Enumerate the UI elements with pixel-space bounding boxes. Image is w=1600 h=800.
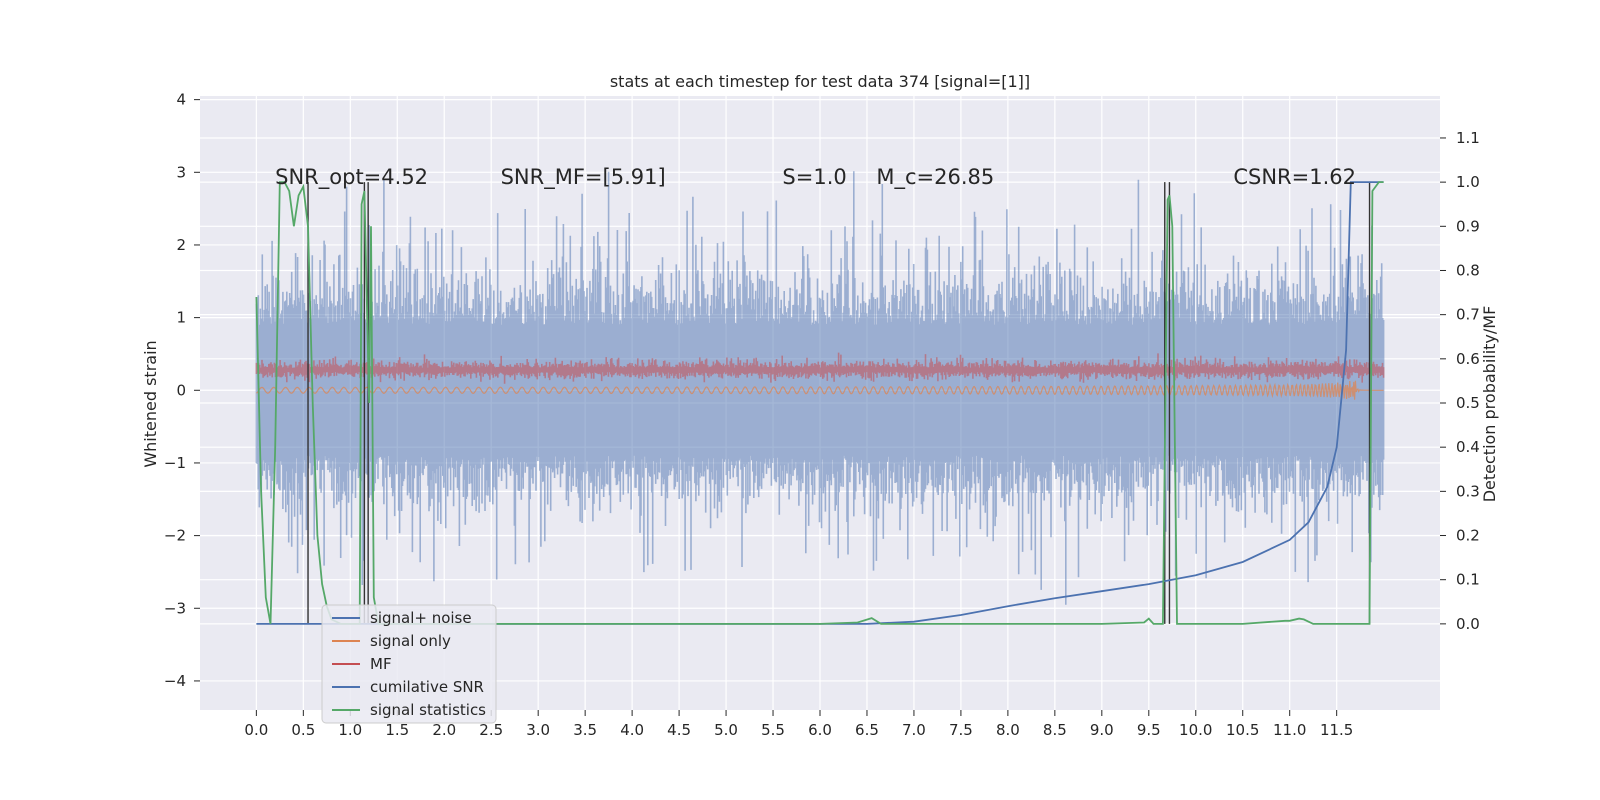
y-axis-label: Whitened strain — [141, 340, 160, 467]
y-tick-label: −2 — [164, 527, 186, 545]
x-tick-label: 3.5 — [573, 721, 597, 739]
y-tick-label: 4 — [176, 91, 186, 109]
annotation-text: SNR_MF=[5.91] — [501, 165, 666, 190]
y-tick-label: 2 — [176, 236, 186, 254]
x-tick-label: 4.5 — [667, 721, 691, 739]
x-tick-label: 0.0 — [244, 721, 268, 739]
x-tick-label: 8.5 — [1043, 721, 1067, 739]
legend-label: signal only — [370, 632, 451, 650]
y2-tick-label: 0.7 — [1456, 306, 1480, 324]
x-tick-label: 3.0 — [526, 721, 550, 739]
series-signal-noise — [255, 171, 1385, 605]
x-tick-label: 5.5 — [761, 721, 785, 739]
chart-title: stats at each timestep for test data 374… — [610, 72, 1030, 91]
x-tick-label: 5.0 — [714, 721, 738, 739]
x-tick-label: 1.5 — [385, 721, 409, 739]
y-tick-label: −1 — [164, 454, 186, 472]
series-layer — [255, 171, 1385, 625]
y2-tick-label: 0.0 — [1456, 615, 1480, 633]
annotation-text: S=1.0 — [782, 165, 846, 189]
y-tick-label: 1 — [176, 309, 186, 327]
series-mf — [255, 352, 1385, 384]
y2-tick-label: 0.1 — [1456, 571, 1480, 589]
y2-tick-label: 0.5 — [1456, 394, 1480, 412]
y2-tick-label: 1.0 — [1456, 173, 1480, 191]
y2-tick-label: 1.1 — [1456, 129, 1480, 147]
legend-label: cumilative SNR — [370, 678, 484, 696]
annotation-text: SNR_opt=4.52 — [275, 165, 428, 190]
x-tick-label: 10.5 — [1226, 721, 1259, 739]
y2-tick-label: 0.8 — [1456, 261, 1480, 279]
x-tick-label: 2.5 — [479, 721, 503, 739]
series-cumulative-snr — [256, 181, 1384, 625]
series-signal-statistics — [255, 181, 1384, 625]
x-tick-label: 6.0 — [808, 721, 832, 739]
legend: signal+ noise signal only MF cumilative SNR… — [321, 604, 497, 724]
y2-tick-label: 0.3 — [1456, 482, 1480, 500]
x-tick-label: 7.5 — [949, 721, 973, 739]
x-tick-label: 0.5 — [291, 721, 315, 739]
x-tick-label: 6.5 — [855, 721, 879, 739]
y-tick-label: −4 — [164, 672, 186, 690]
x-tick-label: 7.0 — [902, 721, 926, 739]
x-tick-label: 11.0 — [1273, 721, 1306, 739]
x-tick-label: 9.0 — [1090, 721, 1114, 739]
y2-axis-label: Detection probability/MF — [1480, 306, 1499, 503]
x-tick-label: 9.5 — [1137, 721, 1161, 739]
x-tick-label: 1.0 — [338, 721, 362, 739]
annotation-text: M_c=26.85 — [876, 165, 994, 190]
x-tick-label: 4.0 — [620, 721, 644, 739]
y-tick-label: −3 — [164, 599, 186, 617]
annotation-text: CSNR=1.62 — [1233, 165, 1356, 189]
y2-tick-label: 0.4 — [1456, 438, 1480, 456]
x-tick-label: 2.0 — [432, 721, 456, 739]
series-signal-only — [256, 380, 1384, 400]
legend-label: MF — [370, 655, 392, 673]
x-tick-label: 10.0 — [1179, 721, 1212, 739]
legend-label: signal+ noise — [370, 609, 472, 627]
x-tick-label: 8.0 — [996, 721, 1020, 739]
y2-tick-label: 0.6 — [1456, 350, 1480, 368]
annotations: SNR_opt=4.52 SNR_MF=[5.91] S=1.0 M_c=26.85 C… — [275, 165, 1356, 190]
legend-box — [321, 604, 497, 724]
y2-tick-label: 0.9 — [1456, 217, 1480, 235]
legend-label: signal statistics — [370, 701, 486, 719]
y-tick-label: 3 — [176, 163, 186, 181]
y2-tick-label: 0.2 — [1456, 527, 1480, 545]
ticks-layer: 0.0 0.5 1.0 1.5 2.0 2.5 3.0 3.5 4.0 4.5 5.0 5.5 6.0 6… — [164, 91, 1480, 739]
y-tick-label: 0 — [176, 381, 186, 399]
x-tick-label: 11.5 — [1320, 721, 1353, 739]
